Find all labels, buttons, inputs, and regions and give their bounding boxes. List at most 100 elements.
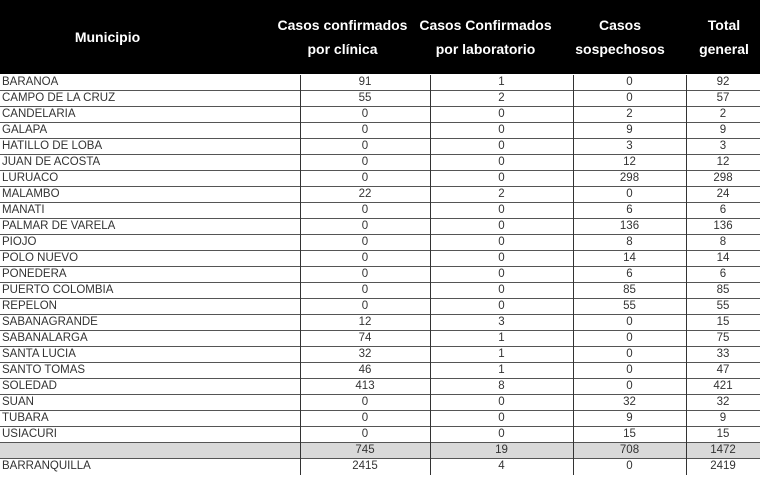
table-row: SANTA LUCIA 32 1 0 33 — [0, 347, 760, 363]
cell-municipio: CANDELARIA — [2, 108, 76, 120]
table-row: GALAPA 0 0 9 9 — [0, 123, 760, 139]
cell-sospechosos: 298 — [619, 172, 640, 184]
cell-clinica: 0 — [361, 428, 369, 440]
column-divider — [430, 75, 431, 475]
cell-total: 55 — [716, 300, 730, 312]
cell-laboratorio: 0 — [498, 428, 505, 440]
cell-laboratorio: 0 — [498, 156, 505, 168]
cell-clinica: 0 — [361, 284, 369, 296]
cell-municipio: PIOJO — [2, 236, 37, 248]
table-row: PONEDERA 0 0 6 6 — [0, 267, 760, 283]
table-row: LURUACO 0 0 298 298 — [0, 171, 760, 187]
cell-municipio: SABANALARGA — [2, 332, 88, 344]
cell-total: 6 — [719, 204, 727, 216]
cell-clinica: 0 — [361, 252, 369, 264]
cell-total: 15 — [716, 316, 730, 328]
cell-clinica: 12 — [358, 316, 372, 328]
cell-clinica: 0 — [361, 108, 369, 120]
cell-municipio: SABANAGRANDE — [2, 316, 98, 328]
totals-row: 745 19 708 1472 — [0, 443, 760, 459]
cell-clinica: 0 — [361, 268, 369, 280]
cell-municipio: MALAMBO — [2, 188, 60, 200]
cell-sospechosos: 12 — [623, 156, 636, 168]
cell-municipio: REPELON — [2, 300, 57, 312]
cell-laboratorio: 0 — [498, 140, 505, 152]
cell-sospechosos: 0 — [626, 332, 633, 344]
cell-total: 298 — [713, 172, 733, 184]
cell-clinica: 55 — [358, 92, 372, 104]
cell-total: 1472 — [710, 444, 736, 456]
cell-clinica: 0 — [361, 412, 369, 424]
table-row: SABANALARGA 74 1 0 75 — [0, 331, 760, 347]
cell-clinica: 0 — [361, 396, 369, 408]
cell-total: 57 — [716, 92, 730, 104]
cell-laboratorio: 0 — [498, 284, 505, 296]
table-row: PIOJO 0 0 8 8 — [0, 235, 760, 251]
table-row: SOLEDAD 413 8 0 421 — [0, 379, 760, 395]
cell-municipio: HATILLO DE LOBA — [2, 140, 103, 152]
cell-laboratorio: 3 — [498, 316, 505, 328]
cell-laboratorio: 0 — [498, 412, 505, 424]
cell-laboratorio: 1 — [498, 348, 505, 360]
cell-sospechosos: 0 — [626, 76, 633, 88]
cell-municipio: SANTA LUCIA — [2, 348, 76, 360]
cell-laboratorio: 0 — [498, 220, 505, 232]
cell-laboratorio: 0 — [498, 236, 505, 248]
cell-clinica: 22 — [358, 188, 372, 200]
cell-municipio: SANTO TOMAS — [2, 364, 86, 376]
cell-laboratorio: 4 — [498, 460, 505, 472]
cell-total: 75 — [716, 332, 730, 344]
cell-laboratorio: 19 — [495, 444, 508, 456]
header-sospechosos: Casos sospechosos — [575, 17, 665, 57]
cell-total: 24 — [716, 188, 730, 200]
header-laboratorio: Casos Confirmados por laboratorio — [419, 17, 552, 57]
cell-total: 8 — [719, 236, 727, 248]
table-row: POLO NUEVO 0 0 14 14 — [0, 251, 760, 267]
cell-total: 421 — [713, 380, 733, 392]
cell-clinica: 46 — [358, 364, 372, 376]
cell-municipio: USIACURI — [2, 428, 57, 440]
cell-total: 12 — [716, 156, 730, 168]
cell-sospechosos: 0 — [626, 92, 633, 104]
cell-laboratorio: 0 — [498, 396, 505, 408]
cell-clinica: 745 — [355, 444, 375, 456]
cell-clinica: 0 — [361, 236, 369, 248]
table-body: BARANOA 91 1 0 92 CAMPO DE LA CRUZ 55 2 0 57 CANDE… — [0, 75, 760, 475]
cell-municipio: BARRANQUILLA — [2, 460, 91, 472]
table-row: TUBARA 0 0 9 9 — [0, 411, 760, 427]
cell-sospechosos: 15 — [623, 428, 636, 440]
cell-municipio: JUAN DE ACOSTA — [2, 156, 101, 168]
cell-laboratorio: 0 — [498, 108, 505, 120]
cell-total: 9 — [719, 124, 727, 136]
cell-sospechosos: 136 — [619, 220, 640, 232]
cell-total: 136 — [713, 220, 733, 232]
table-row: MANATI 0 0 6 6 — [0, 203, 760, 219]
table-row: REPELON 0 0 55 55 — [0, 299, 760, 315]
cell-sospechosos: 3 — [626, 140, 633, 152]
cell-clinica: 0 — [361, 300, 369, 312]
cell-sospechosos: 0 — [626, 348, 633, 360]
table-row: USIACURI 0 0 15 15 — [0, 427, 760, 443]
cell-municipio: CAMPO DE LA CRUZ — [2, 92, 116, 104]
cell-sospechosos: 8 — [626, 236, 633, 248]
cell-sospechosos: 14 — [623, 252, 636, 264]
table-row: SANTO TOMAS 46 1 0 47 — [0, 363, 760, 379]
cell-clinica: 32 — [358, 348, 372, 360]
cell-total: 32 — [716, 396, 730, 408]
table-row: PALMAR DE VARELA 0 0 136 136 — [0, 219, 760, 235]
cell-clinica: 91 — [358, 76, 372, 88]
cell-total: 9 — [719, 412, 727, 424]
cell-sospechosos: 6 — [626, 204, 633, 216]
cell-laboratorio: 1 — [498, 332, 505, 344]
cell-clinica: 2415 — [352, 460, 378, 472]
cell-municipio: PUERTO COLOMBIA — [2, 284, 114, 296]
cell-municipio — [2, 443, 292, 458]
cell-total: 47 — [716, 364, 730, 376]
cell-municipio: TUBARA — [2, 412, 49, 424]
cell-municipio: PALMAR DE VARELA — [2, 220, 116, 232]
cell-clinica: 0 — [361, 172, 369, 184]
cell-sospechosos: 0 — [626, 364, 633, 376]
cell-laboratorio: 0 — [498, 124, 505, 136]
cell-sospechosos: 2 — [626, 108, 633, 120]
cell-laboratorio: 0 — [498, 252, 505, 264]
